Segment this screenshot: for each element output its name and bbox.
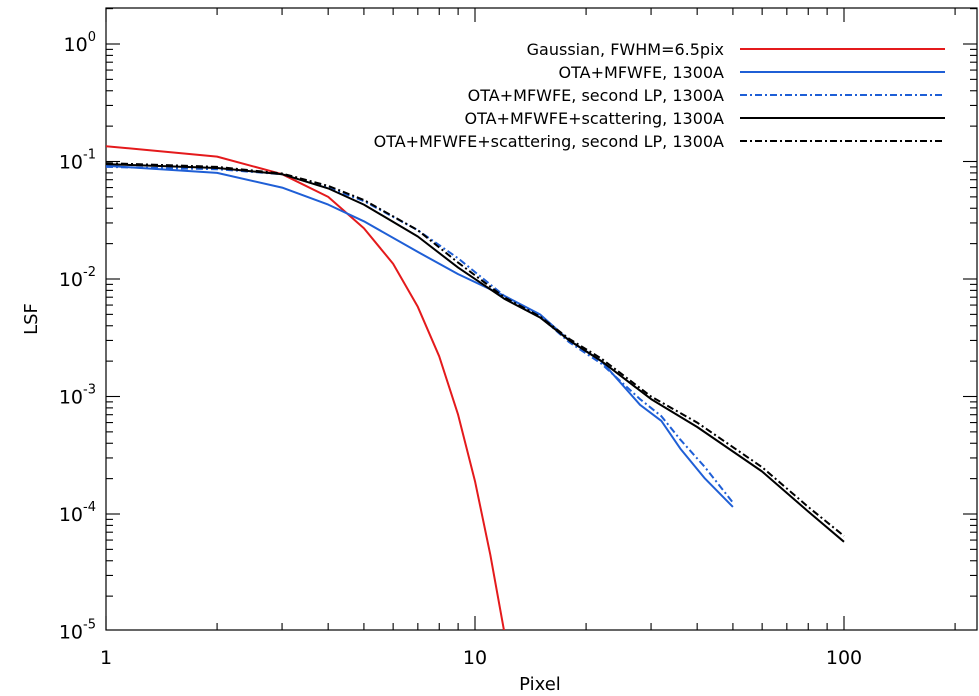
legend-label: OTA+MFWFE, second LP, 1300A bbox=[468, 86, 724, 105]
y-tick-label: 10-4 bbox=[59, 500, 96, 526]
plot-frame bbox=[105, 7, 978, 631]
legend-label: Gaussian, FWHM=6.5pix bbox=[527, 40, 724, 59]
series-line-5 bbox=[106, 162, 845, 537]
x-tick-label: 10 bbox=[463, 647, 487, 669]
y-tick-label: 10-5 bbox=[59, 618, 96, 644]
x-axis-title: Pixel bbox=[519, 674, 561, 695]
series-line-1 bbox=[106, 145, 505, 630]
x-axis-ticks: 1 10 100 bbox=[100, 8, 956, 669]
series-layer bbox=[106, 145, 845, 630]
x-tick-label: 1 bbox=[100, 647, 112, 669]
x-tick-label: 100 bbox=[826, 647, 862, 669]
legend: Gaussian, FWHM=6.5pix OTA+MFWFE, 1300A OTA… bbox=[374, 40, 945, 151]
y-tick-label: 10-2 bbox=[59, 265, 96, 291]
y-tick-label: 10-3 bbox=[59, 383, 96, 409]
series-line-3 bbox=[106, 165, 734, 504]
y-tick-label: 100 bbox=[64, 30, 96, 56]
y-tick-label: 10-1 bbox=[59, 148, 96, 174]
legend-label: OTA+MFWFE+scattering, 1300A bbox=[464, 109, 724, 128]
y-axis-title: LSF bbox=[21, 303, 42, 335]
y-axis-ticks: 100 10-1 10-2 10-3 10-4 10-5 bbox=[59, 8, 977, 644]
series-line-4 bbox=[106, 163, 845, 543]
series-line-2 bbox=[106, 164, 734, 508]
legend-label: OTA+MFWFE+scattering, second LP, 1300A bbox=[374, 132, 724, 151]
legend-label: OTA+MFWFE, 1300A bbox=[559, 63, 725, 82]
